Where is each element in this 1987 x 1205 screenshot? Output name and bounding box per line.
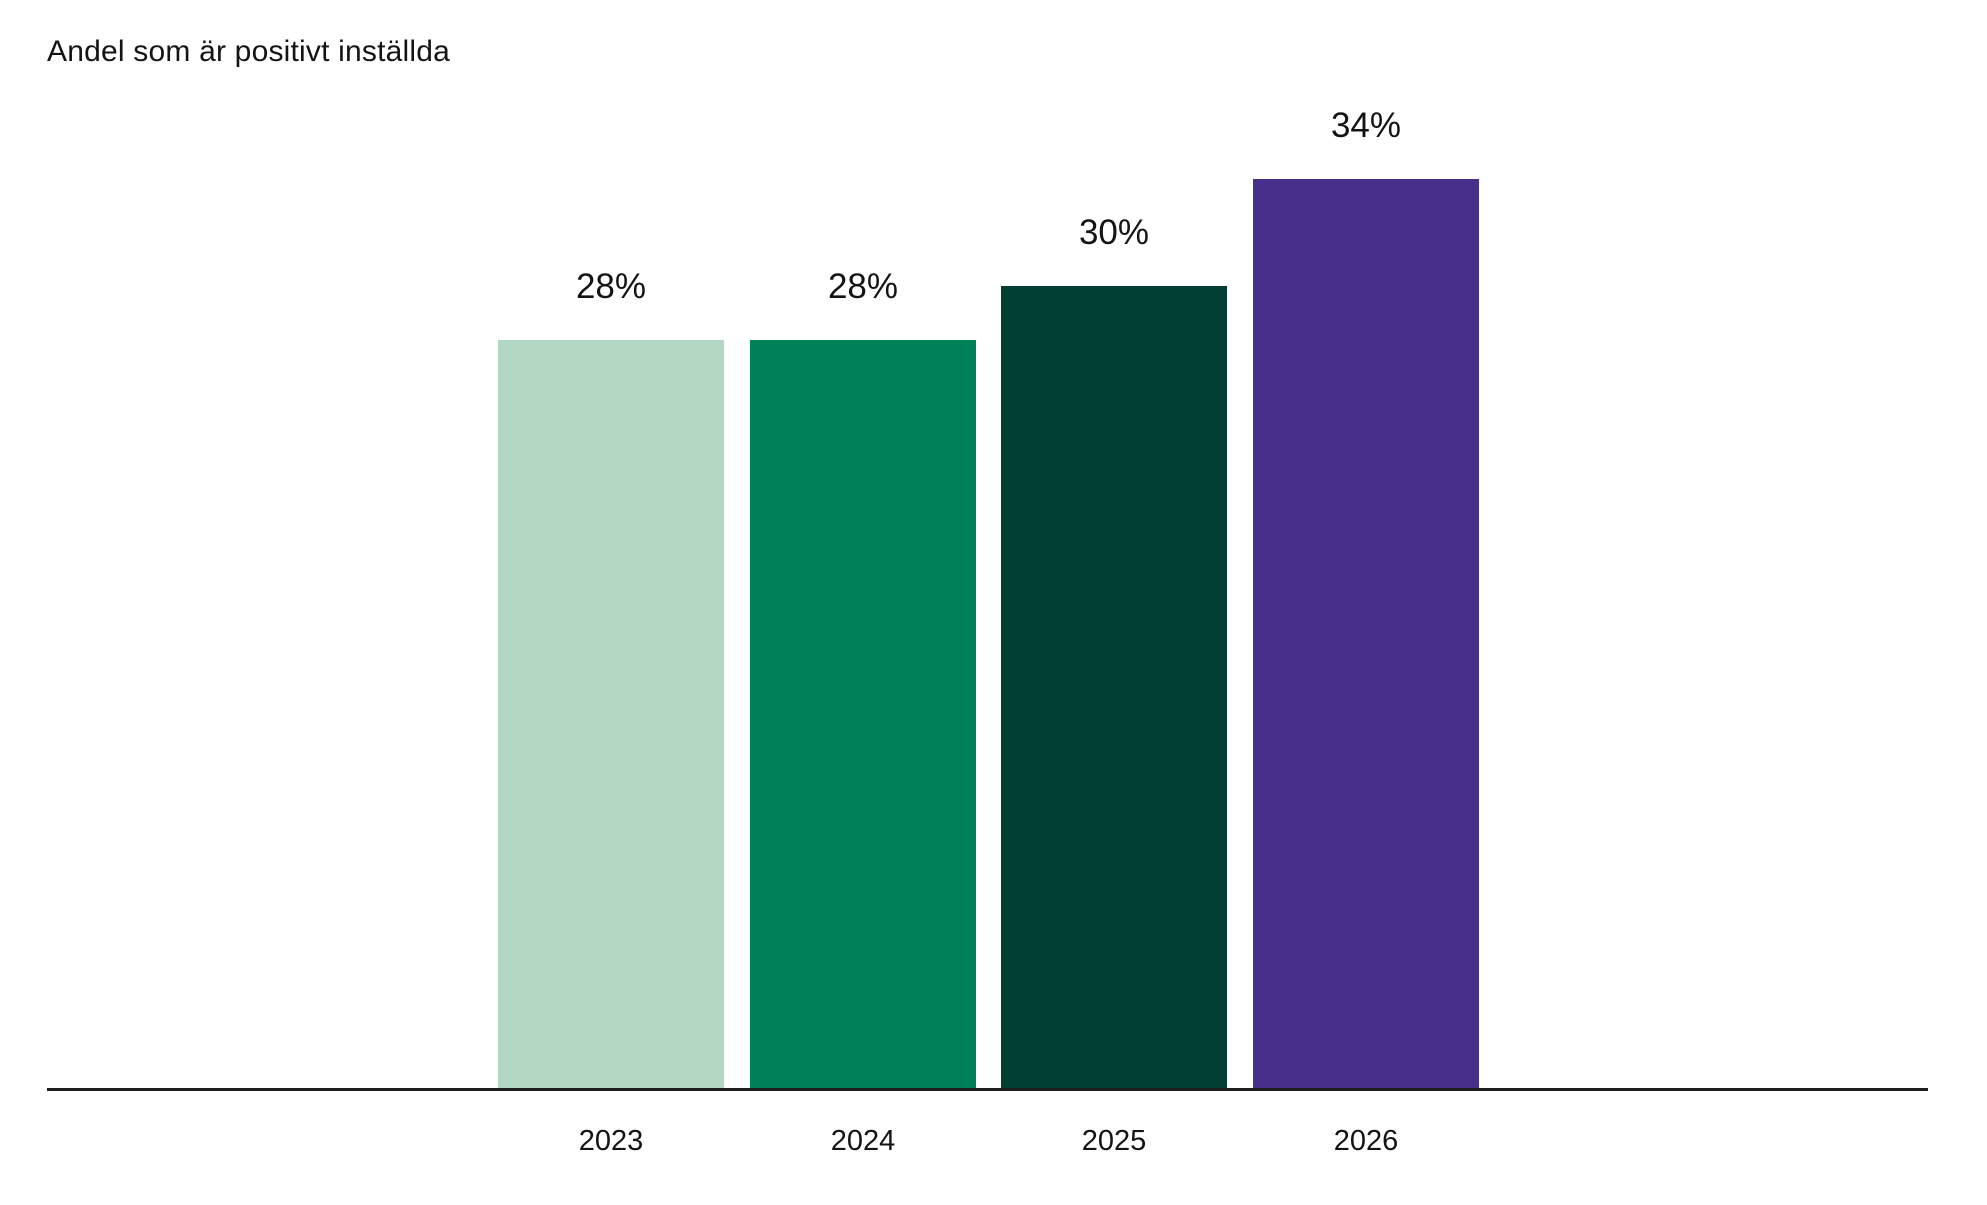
bar-value-label: 34% — [1330, 106, 1402, 145]
x-axis-tick-label: 2025 — [1081, 1125, 1147, 1157]
chart-title: Andel som är positivt inställda — [47, 35, 451, 68]
x-axis-tick-label: 2026 — [1333, 1125, 1399, 1157]
bar-2025 — [1001, 286, 1227, 1090]
x-axis-line — [47, 1088, 1928, 1091]
bar-value-label: 28% — [575, 267, 647, 306]
bar-value-label: 28% — [827, 267, 899, 306]
bar-value-label: 30% — [1078, 213, 1150, 252]
bar-2023 — [498, 340, 724, 1090]
x-axis-tick-label: 2023 — [578, 1125, 644, 1157]
bar-2024 — [750, 340, 976, 1090]
x-axis-tick-label: 2024 — [830, 1125, 896, 1157]
bar-2026 — [1253, 179, 1479, 1090]
